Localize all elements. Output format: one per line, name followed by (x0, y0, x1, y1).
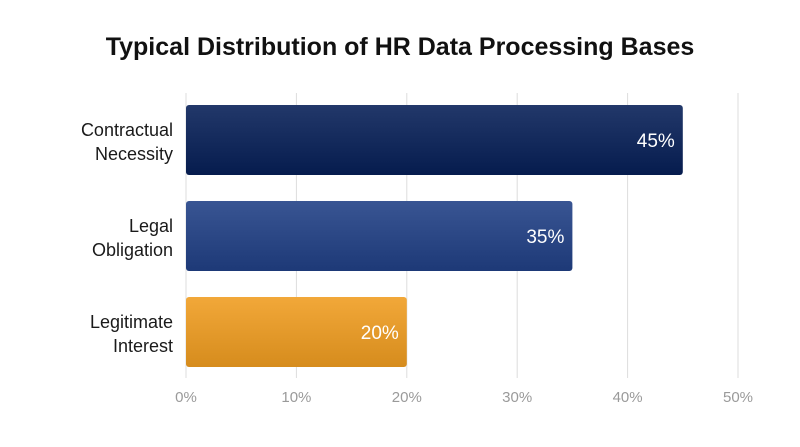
bar (186, 105, 683, 175)
x-tick-label: 40% (613, 389, 643, 406)
category-label: Legal Obligation (92, 216, 173, 260)
bar-value-label: 20% (361, 323, 399, 344)
bar (186, 297, 407, 367)
x-tick-label: 50% (723, 389, 753, 406)
x-tick-label: 30% (502, 389, 532, 406)
x-tick-label: 10% (281, 389, 311, 406)
x-tick-label: 0% (175, 389, 197, 406)
category-label: Contractual Necessity (81, 120, 173, 164)
bar (186, 201, 573, 271)
bar-value-label: 35% (526, 227, 564, 248)
bar-value-label: 45% (637, 131, 675, 152)
x-tick-label: 20% (392, 389, 422, 406)
category-label: Legitimate Interest (90, 312, 173, 356)
chart-title: Typical Distribution of HR Data Processi… (105, 33, 695, 61)
